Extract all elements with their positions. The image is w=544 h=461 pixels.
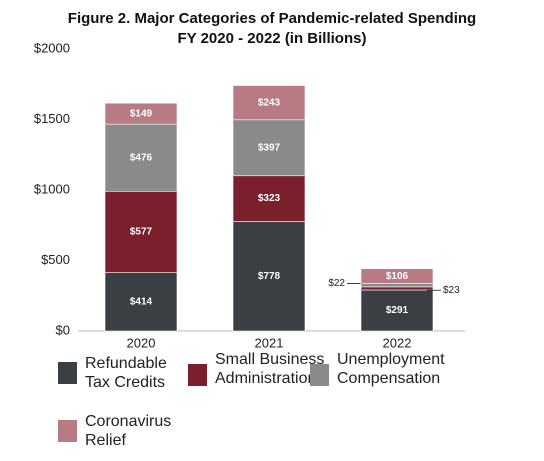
chart-subtitle: FY 2020 - 2022 (in Billions) xyxy=(178,30,367,47)
bar-segment xyxy=(104,102,178,125)
bar-segment xyxy=(360,289,434,332)
y-tick-label: $2000 xyxy=(34,40,70,55)
bar-segment xyxy=(104,272,178,332)
legend-swatch xyxy=(310,364,329,386)
x-tick-label: 2022 xyxy=(383,335,412,350)
bar-segment xyxy=(232,119,306,177)
data-label: $23 xyxy=(443,285,460,296)
y-tick-label: $1000 xyxy=(34,181,70,196)
legend-item: Refundable Tax Credits xyxy=(58,354,185,392)
data-label: $22 xyxy=(328,278,345,289)
data-label: $778 xyxy=(258,271,281,282)
x-tick-label: 2021 xyxy=(255,335,284,350)
legend-label: Coronavirus Relief xyxy=(85,413,172,449)
data-label: $106 xyxy=(386,271,409,282)
y-tick-label: $1500 xyxy=(34,111,70,126)
bar-segment xyxy=(232,175,306,222)
y-tick-label: $0 xyxy=(56,322,70,337)
legend-swatch xyxy=(188,364,207,386)
data-label: $476 xyxy=(130,152,153,163)
data-label: $397 xyxy=(258,142,281,153)
data-label: $149 xyxy=(130,108,153,119)
bar-segment xyxy=(232,85,306,121)
legend-swatch xyxy=(58,420,77,442)
data-label: $577 xyxy=(130,227,153,238)
data-label: $323 xyxy=(258,193,281,204)
bar-segment xyxy=(360,286,434,291)
data-label: $243 xyxy=(258,97,281,108)
legend-swatch xyxy=(58,362,77,384)
bar-segment xyxy=(360,268,434,284)
legend-label: Small Business Administration xyxy=(215,351,325,387)
x-tick-label: 2020 xyxy=(127,335,156,350)
chart-title: Figure 2. Major Categories of Pandemic-r… xyxy=(68,10,476,27)
bar-segment xyxy=(360,283,434,288)
bar-segment xyxy=(104,123,178,192)
legend-label: Refundable Tax Credits xyxy=(85,355,167,391)
y-tick-label: $500 xyxy=(41,252,70,267)
legend-label: Unemployment Compensation xyxy=(337,351,445,387)
data-label: $414 xyxy=(130,296,153,307)
data-label: $291 xyxy=(386,305,409,316)
legend-item: Unemployment Compensation xyxy=(310,350,467,388)
legend-item: Coronavirus Relief xyxy=(58,412,185,450)
bar-segment xyxy=(232,221,306,332)
legend-item: Small Business Administration xyxy=(188,350,330,388)
